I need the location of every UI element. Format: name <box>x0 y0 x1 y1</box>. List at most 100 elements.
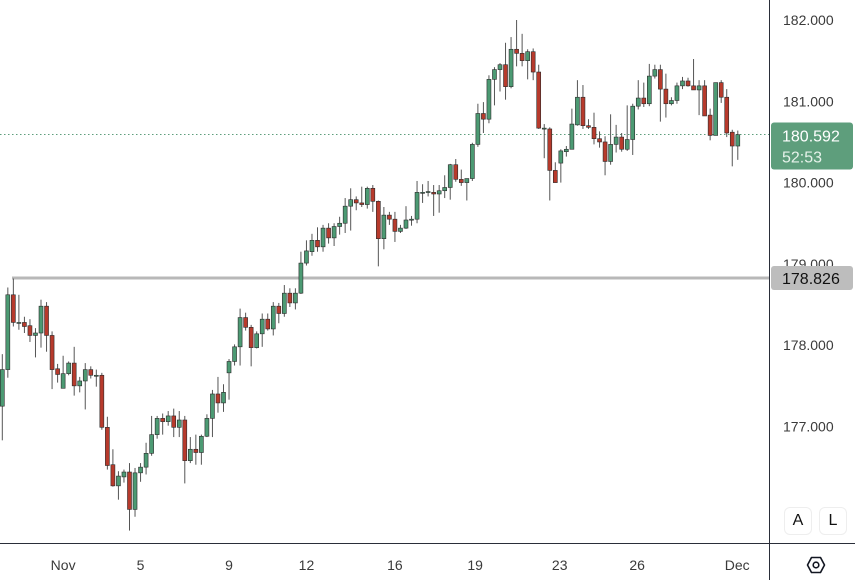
candle <box>658 64 663 122</box>
candle <box>193 434 199 465</box>
candle <box>691 59 696 91</box>
candle <box>298 251 304 294</box>
candle-body-up <box>348 199 353 207</box>
candle-body-up <box>254 333 259 348</box>
candle-body-up <box>331 226 337 239</box>
candle-body-up <box>464 178 470 183</box>
x-tick-label: 9 <box>225 557 233 573</box>
candle-body-down <box>536 71 542 129</box>
candle <box>259 313 265 347</box>
candle <box>729 129 735 167</box>
candle <box>580 85 586 129</box>
candle <box>458 169 464 186</box>
candle <box>558 149 564 183</box>
candle-body-down <box>685 80 691 87</box>
candle-body-down <box>110 464 116 487</box>
level-price-text: 178.826 <box>782 271 840 288</box>
candle-body-up <box>304 250 309 264</box>
candle <box>735 130 741 160</box>
candle-body-up <box>420 192 425 194</box>
candle <box>71 346 77 396</box>
candle <box>481 102 486 134</box>
x-tick-label: 5 <box>137 557 145 573</box>
y-tick-label: 177.000 <box>783 419 834 435</box>
candle-body-up <box>149 434 154 454</box>
candle <box>724 89 730 138</box>
candle <box>116 471 121 500</box>
candle <box>536 64 542 129</box>
candle <box>66 361 71 376</box>
candle <box>282 285 287 317</box>
candle <box>348 188 353 231</box>
candle <box>315 227 320 252</box>
candle-body-down <box>658 69 663 90</box>
candle <box>320 224 326 252</box>
x-tick-label: Dec <box>725 557 750 573</box>
candle-body-up <box>188 448 193 461</box>
candle <box>110 449 116 487</box>
hexagon-settings-icon[interactable] <box>806 555 826 575</box>
candle <box>674 82 680 104</box>
candle <box>165 411 171 426</box>
candle-body-down <box>586 125 591 128</box>
candle-body-down <box>359 202 365 205</box>
candle <box>154 415 160 439</box>
candle-body-up <box>409 218 414 221</box>
last-price-label: 180.592 52:53 <box>771 122 853 170</box>
auto-scale-button[interactable]: A <box>784 507 812 535</box>
candle-body-up <box>33 332 38 336</box>
candle-body-up <box>121 471 127 478</box>
candle <box>5 287 11 378</box>
candle <box>431 185 436 216</box>
log-scale-label: L <box>828 512 838 529</box>
candle <box>702 80 707 117</box>
candle <box>403 206 409 229</box>
bar-countdown-text: 52:53 <box>782 149 822 166</box>
candle <box>685 77 691 87</box>
candle <box>337 216 342 235</box>
candle-body-down <box>729 131 735 147</box>
candle-body-down <box>591 127 597 139</box>
candle-body-down <box>49 335 55 370</box>
candle <box>630 103 636 155</box>
candle <box>464 178 470 201</box>
time-axis[interactable]: Nov 5 9 12 16 19 23 26 Dec <box>51 557 750 573</box>
candle-body-up <box>210 393 215 419</box>
candle-body-up <box>16 322 22 324</box>
candle <box>226 359 232 400</box>
candle <box>27 319 33 342</box>
candle-body-up <box>342 205 348 224</box>
candle-body-down <box>392 218 398 232</box>
candle <box>22 316 27 334</box>
candle-body-up <box>608 144 613 162</box>
candle-body-up <box>0 369 5 407</box>
candle-body-down <box>619 136 624 150</box>
candle-body-down <box>702 85 707 117</box>
candle-body-up <box>630 105 636 140</box>
candle <box>304 240 309 266</box>
candle-body-up <box>38 305 44 334</box>
candle-body-up <box>381 214 387 239</box>
candle-body-down <box>547 128 553 171</box>
candle-body-up <box>364 187 370 205</box>
candle <box>143 442 149 475</box>
candle <box>619 133 624 152</box>
price-axis[interactable]: 182.000181.000180.000179.000178.000177.0… <box>783 12 834 435</box>
candle <box>647 63 652 107</box>
candle-body-up <box>635 97 641 107</box>
candle <box>132 467 138 517</box>
candle-body-down <box>265 318 271 330</box>
candle-body-up <box>447 164 453 188</box>
candle-body-up <box>624 139 630 150</box>
candle-body-up <box>735 134 741 147</box>
candle-body-up <box>541 127 547 130</box>
candle-body-down <box>514 48 519 54</box>
candle-body-up <box>309 240 315 253</box>
candle-body-down <box>182 419 188 461</box>
log-scale-button[interactable]: L <box>819 507 847 535</box>
candle <box>669 97 674 106</box>
x-tick-label: 26 <box>629 557 645 573</box>
candle <box>121 469 127 483</box>
candle-body-up <box>442 187 448 192</box>
